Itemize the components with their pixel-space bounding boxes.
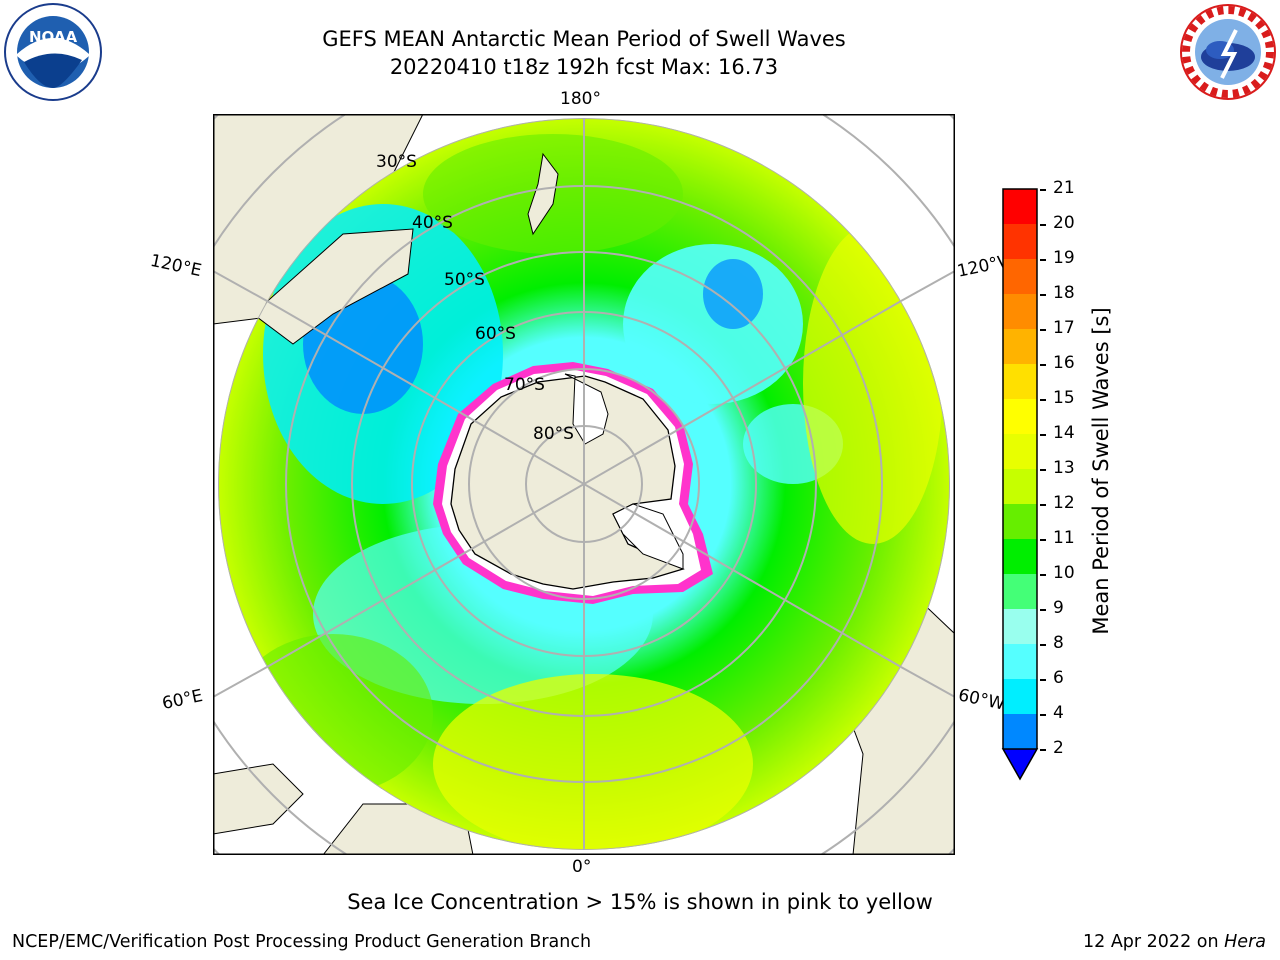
lat-label-30s: 30°S bbox=[376, 152, 417, 172]
colorbar-tick-label: 9 bbox=[1053, 598, 1064, 618]
colorbar-tick-label: 8 bbox=[1053, 633, 1064, 653]
footer-machine: Hera bbox=[1224, 932, 1266, 952]
colorbar-tick-label: 2 bbox=[1053, 738, 1064, 758]
colorbar-tick-label: 18 bbox=[1053, 283, 1075, 303]
lon-label-60e: 60°E bbox=[160, 685, 205, 715]
colorbar-tick-mark bbox=[1040, 189, 1046, 191]
lon-label-180: 180° bbox=[560, 89, 601, 109]
lat-label-80s: 80°S bbox=[533, 424, 574, 444]
colorbar-tick-label: 4 bbox=[1053, 703, 1064, 723]
footer-date-text: 12 Apr 2022 on bbox=[1083, 932, 1225, 952]
lat-label-50s: 50°S bbox=[444, 270, 485, 290]
colorbar-tick-mark bbox=[1040, 399, 1046, 401]
footer-date: 12 Apr 2022 on Hera bbox=[1083, 932, 1266, 952]
lat-label-60s: 60°S bbox=[475, 324, 516, 344]
colorbar-bin bbox=[1003, 609, 1037, 644]
colorbar-tick-mark bbox=[1040, 539, 1046, 541]
colorbar-extend-min bbox=[1001, 748, 1039, 781]
colorbar-bin bbox=[1003, 504, 1037, 539]
colorbar-tick-label: 12 bbox=[1053, 493, 1075, 513]
colorbar-tick-mark bbox=[1040, 714, 1046, 716]
colorbar-tick-mark bbox=[1040, 294, 1046, 296]
colorbar-bin bbox=[1003, 539, 1037, 574]
colorbar-bin bbox=[1003, 644, 1037, 679]
colorbar-tick-mark bbox=[1040, 679, 1046, 681]
colorbar-label: Mean Period of Swell Waves [s] bbox=[1083, 190, 1119, 752]
colorbar-tick-mark bbox=[1040, 434, 1046, 436]
colorbar-svg bbox=[1001, 188, 1039, 781]
lon-label-0: 0° bbox=[572, 857, 592, 877]
colorbar-tick-label: 17 bbox=[1053, 318, 1075, 338]
colorbar-tick-label: 16 bbox=[1053, 353, 1075, 373]
map-frame bbox=[213, 114, 955, 855]
colorbar-tick-mark bbox=[1040, 329, 1046, 331]
colorbar-tick-mark bbox=[1040, 504, 1046, 506]
colorbar-bin bbox=[1003, 679, 1037, 714]
colorbar-tick-label: 20 bbox=[1053, 213, 1075, 233]
polar-map bbox=[213, 114, 955, 855]
polar-map-svg bbox=[213, 114, 955, 855]
colorbar-bin bbox=[1003, 399, 1037, 434]
colorbar-bin bbox=[1003, 469, 1037, 504]
noaa-logo: NOAA bbox=[2, 2, 104, 102]
colorbar-tick-label: 10 bbox=[1053, 563, 1075, 583]
colorbar-tick-label: 21 bbox=[1053, 178, 1075, 198]
new-zealand-landmass bbox=[527, 152, 559, 236]
colorbar bbox=[1000, 186, 1040, 786]
colorbar-tick-mark bbox=[1040, 749, 1046, 751]
colorbar-bin bbox=[1003, 294, 1037, 329]
chart-title: GEFS MEAN Antarctic Mean Period of Swell… bbox=[322, 27, 846, 51]
colorbar-bin bbox=[1003, 329, 1037, 364]
colorbar-tick-label: 6 bbox=[1053, 668, 1064, 688]
colorbar-tick-mark bbox=[1040, 469, 1046, 471]
lat-label-40s: 40°S bbox=[412, 213, 453, 233]
lat-label-70s: 70°S bbox=[504, 375, 545, 395]
colorbar-bin bbox=[1003, 189, 1037, 224]
colorbar-tick-label: 11 bbox=[1053, 528, 1075, 548]
colorbar-tick-label: 15 bbox=[1053, 388, 1075, 408]
colorbar-tick-mark bbox=[1040, 364, 1046, 366]
colorbar-bin bbox=[1003, 259, 1037, 294]
noaa-logo-text: NOAA bbox=[29, 28, 78, 46]
colorbar-label-text: Mean Period of Swell Waves [s] bbox=[1089, 307, 1113, 635]
colorbar-tick-mark bbox=[1040, 609, 1046, 611]
colorbar-tick-label: 13 bbox=[1053, 458, 1075, 478]
colorbar-tick-label: 19 bbox=[1053, 248, 1075, 268]
colorbar-outline bbox=[1002, 188, 1038, 749]
footer-credit: NCEP/EMC/Verification Post Processing Pr… bbox=[12, 932, 592, 952]
antarctica-landmass bbox=[450, 375, 685, 590]
colorbar-bin bbox=[1003, 224, 1037, 259]
colorbar-tick-mark bbox=[1040, 224, 1046, 226]
colorbar-bin bbox=[1003, 434, 1037, 469]
colorbar-bin bbox=[1003, 364, 1037, 399]
colorbar-tick-label: 14 bbox=[1053, 423, 1075, 443]
colorbar-tick-mark bbox=[1040, 259, 1046, 261]
nws-logo bbox=[1178, 2, 1278, 102]
lon-label-60w: 60°W bbox=[956, 685, 1007, 715]
sea-ice-note: Sea Ice Concentration > 15% is shown in … bbox=[347, 890, 933, 914]
colorbar-bin bbox=[1003, 714, 1037, 749]
chart-subtitle: 20220410 t18z 192h fcst Max: 16.73 bbox=[389, 55, 779, 79]
colorbar-bin bbox=[1003, 574, 1037, 609]
graticule bbox=[218, 118, 950, 850]
colorbar-tick-mark bbox=[1040, 574, 1046, 576]
lon-label-120e: 120°E bbox=[148, 250, 204, 282]
colorbar-tick-mark bbox=[1040, 644, 1046, 646]
